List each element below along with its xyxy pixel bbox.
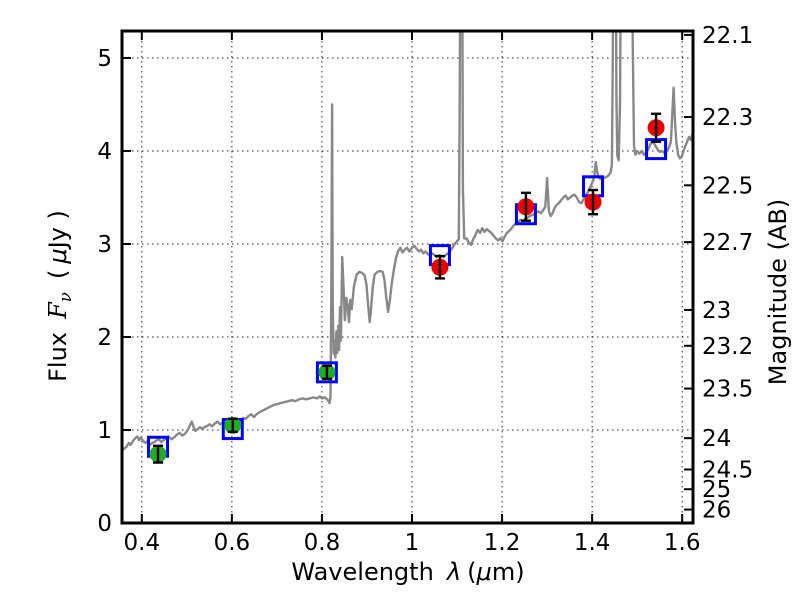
y-left-tick-label: 1: [97, 418, 112, 444]
y-right-tick-label: 23.5: [702, 377, 753, 403]
x-tick-labels: 0.4 0.6 0.8 1 1.2 1.4 1.6: [124, 530, 701, 556]
x-tick-label: 0.6: [214, 530, 251, 556]
model-photometry-square: [315, 361, 338, 384]
spectrum-line: [122, 31, 693, 452]
y-left-tick-label: 4: [97, 139, 112, 165]
y-axis-label-left-unit-open: (: [43, 269, 72, 280]
x-tick-label: 1.6: [664, 530, 701, 556]
y-right-tick-label: 22.7: [702, 230, 753, 256]
grid-lines: [122, 31, 693, 523]
x-tick-label: 1.4: [574, 530, 611, 556]
y-right-tick-label: 24.5: [702, 457, 753, 483]
y-right-tick-label: 26: [702, 498, 731, 524]
y-axis-label-right-text: Magnitude (AB): [764, 198, 792, 386]
y-axis-label-left-unit-mu: μ: [43, 248, 72, 264]
x-axis-label-unit-mu: μ: [476, 558, 492, 586]
x-axis-label: Wavelength λ (μm): [112, 560, 704, 584]
x-axis-label-unit-close: m): [491, 558, 525, 586]
y-axis-label-left-symbol: F: [43, 302, 72, 319]
x-tick-label: 1: [405, 530, 420, 556]
y-axis-label-right: Magnitude (AB): [764, 198, 792, 386]
y-right-tick-label: 23.2: [702, 334, 753, 360]
x-tick-label: 1.2: [484, 530, 521, 556]
y-axis-label-left-subscript: ν: [55, 292, 75, 303]
y-left-tick-label: 3: [97, 232, 112, 258]
y-left-tick-label: 0: [97, 511, 112, 537]
plot-frame: [120, 29, 695, 525]
x-axis-label-unit-open: (: [467, 558, 477, 586]
observed-optical-points: [149, 363, 336, 463]
y-axis-label-left-text: Flux: [43, 332, 72, 382]
model-photometry-markers: [147, 138, 668, 458]
y-axis-label-left: Flux Fν ( μJy ): [43, 210, 75, 382]
y-right-tick-label: 22.3: [702, 105, 753, 131]
x-axis-label-text: Wavelength: [291, 558, 434, 586]
y-left-tick-label: 2: [97, 325, 112, 351]
y-axis-label-left-unit-close: Jy ): [43, 210, 72, 249]
axis-ticks: [122, 31, 693, 524]
y-right-tick-label: 23: [702, 298, 731, 324]
y-right-tick-label: 22.1: [702, 23, 753, 49]
y-right-tick-label: 24: [702, 426, 731, 452]
x-tick-label: 0.8: [304, 530, 341, 556]
y-left-tick-labels: 0 1 2 3 4 5: [97, 46, 112, 537]
error-bars: [153, 112, 662, 464]
y-right-tick-label: 25: [702, 477, 731, 503]
y-left-tick-label: 5: [97, 46, 112, 72]
x-axis-label-lambda: λ: [446, 558, 462, 586]
y-right-tick-label: 22.5: [702, 173, 753, 199]
x-tick-label: 0.4: [124, 530, 161, 556]
